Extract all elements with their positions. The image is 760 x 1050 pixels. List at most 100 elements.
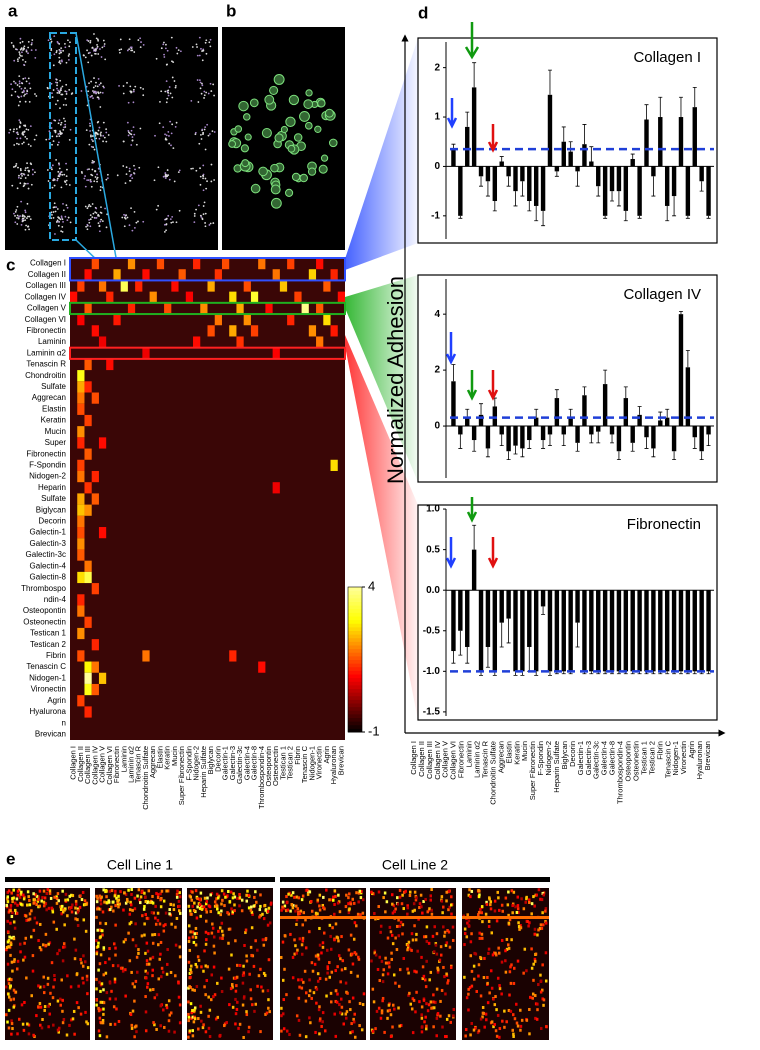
bar xyxy=(651,166,656,177)
heatmap-speck xyxy=(7,1026,11,1030)
heatmap-speck xyxy=(467,987,470,991)
heatmap-speck xyxy=(289,909,292,913)
heatmap-cell xyxy=(178,269,186,281)
heatmap-speck xyxy=(429,894,432,898)
heatmap-speck xyxy=(351,1030,354,1034)
cell xyxy=(317,99,326,108)
heatmap-speck xyxy=(289,932,292,936)
spot xyxy=(13,144,16,146)
heatmap-speck xyxy=(133,985,136,989)
spot xyxy=(69,221,72,224)
heatmap-speck xyxy=(162,929,166,933)
heatmap-speck xyxy=(512,1032,515,1036)
heatmap-speck xyxy=(193,1006,197,1010)
heatmap-speck xyxy=(15,967,19,971)
bar xyxy=(485,426,491,449)
heatmap-speck xyxy=(388,1008,391,1012)
spot xyxy=(198,36,201,39)
heatmap-speck xyxy=(133,896,137,900)
heatmap-speck xyxy=(64,892,68,896)
heatmap-speck xyxy=(401,893,404,897)
bar xyxy=(478,166,484,177)
cell xyxy=(293,133,303,142)
heatmap-speck xyxy=(217,894,221,898)
heatmap-speck xyxy=(510,889,514,893)
heatmap-cell xyxy=(77,605,85,617)
error-bar xyxy=(534,671,539,676)
spot xyxy=(213,94,215,97)
heatmap-speck xyxy=(380,959,384,963)
spot xyxy=(208,224,211,226)
x-tick-label: Testican 2 xyxy=(647,741,656,775)
heatmap-speck xyxy=(220,921,224,925)
heatmap-speck xyxy=(293,952,296,956)
heatmap-speck xyxy=(6,897,9,901)
heatmap-speck xyxy=(198,897,201,901)
heatmap-speck xyxy=(123,891,126,895)
heatmap-cell xyxy=(84,269,92,281)
heatmap-speck xyxy=(361,898,365,902)
colorbar-step xyxy=(348,601,362,606)
heatmap-speck xyxy=(49,991,52,995)
heatmap-speck xyxy=(156,893,160,897)
error-bar xyxy=(541,606,546,615)
spot xyxy=(177,49,180,52)
cell xyxy=(243,113,251,121)
heatmap-speck xyxy=(190,970,193,974)
colorbar-step xyxy=(348,706,362,711)
colorbar-step xyxy=(348,659,362,664)
heatmap-speck xyxy=(467,923,470,927)
heatmap-speck xyxy=(318,977,322,981)
heatmap-speck xyxy=(193,1017,197,1021)
heatmap-speck xyxy=(28,912,32,916)
heatmap-speck xyxy=(252,964,256,968)
heatmap-cell xyxy=(84,381,92,393)
spot xyxy=(16,223,19,225)
heatmap-cell xyxy=(77,470,85,483)
heatmap-speck xyxy=(75,1001,79,1005)
y-tick-label: -1.5 xyxy=(423,707,441,718)
heatmap-speck xyxy=(267,906,271,910)
heatmap-speck xyxy=(192,1020,196,1024)
heatmap-speck xyxy=(321,1011,325,1015)
bar xyxy=(699,426,704,452)
error-bar xyxy=(699,181,704,192)
heatmap-cell xyxy=(250,291,259,303)
heatmap-speck xyxy=(487,947,491,951)
heatmap-speck xyxy=(44,902,48,906)
spot xyxy=(163,56,166,58)
heatmap-speck xyxy=(8,935,11,939)
heatmap-speck xyxy=(144,995,147,999)
heatmap-speck xyxy=(12,896,16,900)
heatmap-speck xyxy=(145,959,149,963)
spot xyxy=(61,173,64,176)
column-label: Elastin xyxy=(155,746,164,769)
heatmap-speck xyxy=(246,889,249,893)
heatmap-speck xyxy=(100,982,104,986)
heatmap-cell xyxy=(142,347,150,359)
heatmap-speck xyxy=(432,1000,435,1004)
heatmap-speck xyxy=(498,987,502,991)
spot xyxy=(167,174,170,177)
heatmap-speck xyxy=(259,967,262,971)
spot xyxy=(122,92,125,95)
heatmap-speck xyxy=(483,956,486,960)
heatmap-speck xyxy=(37,984,40,988)
spot xyxy=(58,135,61,138)
row-label: Collagen II xyxy=(28,270,66,279)
spot xyxy=(63,173,66,176)
heatmap-speck xyxy=(353,951,357,955)
spot xyxy=(68,58,70,61)
spot xyxy=(213,131,216,133)
bar xyxy=(664,166,670,206)
spot xyxy=(101,220,104,223)
heatmap-speck xyxy=(13,901,17,905)
heatmap-speck xyxy=(32,928,36,932)
heatmap-cell xyxy=(316,302,324,315)
spot xyxy=(27,182,29,185)
heatmap-speck xyxy=(530,966,534,970)
heatmap-speck xyxy=(380,1009,384,1013)
heatmap-speck xyxy=(191,930,195,934)
heatmap-speck xyxy=(145,962,149,966)
spot xyxy=(55,135,58,138)
